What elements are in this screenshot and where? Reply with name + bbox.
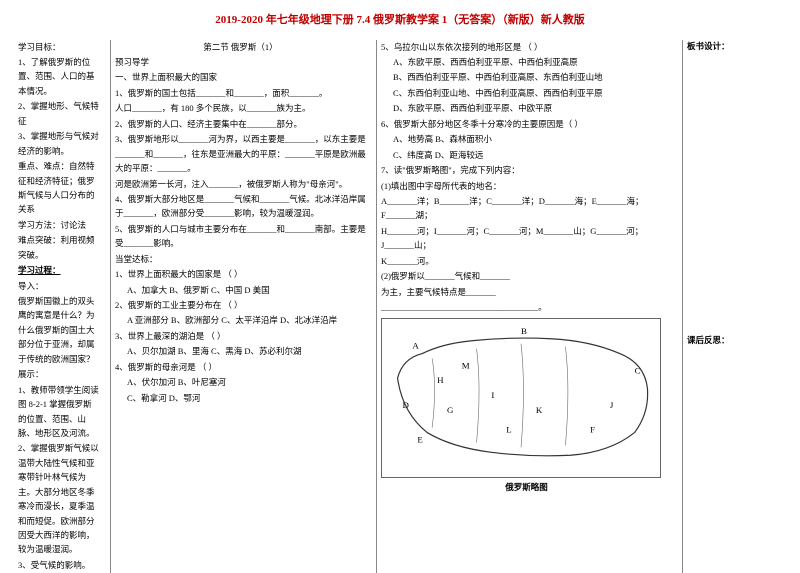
column-content: 第二节 俄罗斯（1） 预习导学 一、世界上面积最大的国家 1、俄罗斯的国土包括_…	[110, 40, 370, 573]
question-option: B、西西伯利亚平原、中西伯利亚高原、东西伯利亚山地	[381, 70, 672, 84]
fill-blank-line: K_______河。	[381, 254, 672, 268]
intro-text: 展示：	[18, 367, 100, 381]
russia-map: A B C D E F G H I J K L M	[381, 318, 661, 478]
fill-blank-line: 河是欧洲第一长河，注入_______，被俄罗斯人称为"母亲河"。	[115, 177, 366, 191]
heading-objectives: 学习目标：	[18, 40, 100, 54]
fill-blank-line: 5、俄罗斯的人口与城市主要分布在_______和_______南部。主要是受__…	[115, 222, 366, 251]
map-river	[565, 347, 567, 446]
fill-blank-line: A_______洋；B_______洋；C_______洋；D_______海；…	[381, 194, 672, 223]
section-header: 第二节 俄罗斯（1）	[115, 40, 366, 54]
board-design-space	[687, 54, 778, 334]
map-label: L	[506, 425, 511, 435]
question: 2、俄罗斯的工业主要分布在 （ ）	[115, 298, 366, 312]
map-label: K	[536, 405, 543, 415]
intro-text: 1、教师带领学生阅读图 8-2-1 掌握俄罗斯的位置、范围、山脉、地形区及河流。	[18, 383, 100, 441]
map-caption: 俄罗斯略图	[381, 480, 672, 494]
map-river	[432, 359, 434, 428]
document-title: 2019-2020 年七年级地理下册 7.4 俄罗斯教学案 1（无答案）（新版）…	[18, 12, 782, 30]
obj-item: 3、掌握地形与气候对经济的影响。	[18, 129, 100, 158]
fill-blank-line: 1、俄罗斯的国土包括_______和_______，面积_______。	[115, 86, 366, 100]
map-label: I	[491, 390, 494, 400]
map-label: E	[417, 435, 422, 445]
question-option: D、东欧平原、西西伯利亚平原、中欧平原	[381, 101, 672, 115]
question: 4、俄罗斯的母亲河是 （ ）	[115, 360, 366, 374]
fill-blank-line: _____________________________________。	[381, 300, 672, 314]
preview-heading: 预习导学	[115, 55, 366, 69]
fill-blank-line: 3、俄罗斯地形以_______河为界，以西主要是_______，以东主要是___…	[115, 132, 366, 175]
quiz-heading: 当堂达标：	[115, 252, 366, 266]
map-label: J	[610, 400, 614, 410]
fill-blank-line: H_______河；I_______河；C_______河；M_______山；…	[381, 224, 672, 253]
map-river	[521, 344, 523, 448]
question-option: A、地势高 B、森林面积小	[381, 132, 672, 146]
column-questions: 5、乌拉尔山以东依次接列的地形区是 （ ） A、东欧平原、西西伯利亚平原、中西伯…	[376, 40, 676, 573]
section-1-heading: 一、世界上面积最大的国家	[115, 70, 366, 84]
map-label: A	[412, 341, 419, 351]
intro-text: 2、掌握俄罗斯气候以温带大陆性气候和亚寒带针叶林气候为主。大部分地区冬季寒冷而漫…	[18, 441, 100, 557]
obj-item: 学习方法：讨论法	[18, 218, 100, 232]
question: 3、世界上最深的湖泊是 （ ）	[115, 329, 366, 343]
board-design-heading: 板书设计：	[687, 40, 778, 54]
obj-item: 重点、难点：自然特征和经济特征；俄罗斯气候与人口分布的关系	[18, 159, 100, 217]
question-option: A、东欧平原、西西伯利亚平原、中西伯利亚高原	[381, 55, 672, 69]
page: 2019-2020 年七年级地理下册 7.4 俄罗斯教学案 1（无答案）（新版）…	[0, 0, 800, 566]
map-label: D	[403, 400, 410, 410]
question-options: A 亚洲部分 B、欧洲部分 C、太平洋沿岸 D、北冰洋沿岸	[115, 313, 366, 327]
fill-blank-line: 2、俄罗斯的人口、经济主要集中在_______部分。	[115, 117, 366, 131]
obj-item: 1、了解俄罗斯的位置、范围、人口的基本情况。	[18, 55, 100, 98]
fill-blank-line: 为主，主要气候特点是_______	[381, 285, 672, 299]
map-label: C	[635, 366, 641, 376]
map-label: F	[590, 425, 595, 435]
reflection-heading: 课后反思：	[687, 334, 778, 348]
map-outline	[398, 339, 648, 457]
question-options: C、勒拿河 D、鄂河	[115, 391, 366, 405]
sub-question: (1)填出图中字母所代表的地名：	[381, 179, 672, 193]
map-label: G	[447, 405, 454, 415]
question-options: A、贝尔加湖 B、里海 C、黑海 D、苏必利尔湖	[115, 344, 366, 358]
fill-blank-line: 4、俄罗斯大部分地区是_______气候和_______气候。北冰洋沿岸属于__…	[115, 192, 366, 221]
columns: 学习目标： 1、了解俄罗斯的位置、范围、人口的基本情况。 2、掌握地形、气候特征…	[18, 40, 782, 573]
question-options: A、伏尔加河 B、叶尼塞河	[115, 375, 366, 389]
question: 6、俄罗斯大部分地区冬季十分寒冷的主要原因是（ ）	[381, 117, 672, 131]
map-svg: A B C D E F G H I J K L M	[382, 319, 660, 477]
fill-blank-line: 人口_______，有 180 多个民族，以_______族为主。	[115, 101, 366, 115]
question: 5、乌拉尔山以东依次接列的地形区是 （ ）	[381, 40, 672, 54]
obj-item: 难点突破：利用视频突破。	[18, 233, 100, 262]
map-river	[477, 349, 479, 443]
question: 1、世界上面积最大的国家是 （ ）	[115, 267, 366, 281]
column-objectives: 学习目标： 1、了解俄罗斯的位置、范围、人口的基本情况。 2、掌握地形、气候特征…	[18, 40, 104, 573]
map-label: H	[437, 376, 444, 386]
intro-text: 导入：	[18, 279, 100, 293]
sub-question: (2)俄罗斯以_______气候和_______	[381, 269, 672, 283]
column-notes: 板书设计： 课后反思：	[682, 40, 782, 573]
heading-process: 学习过程：	[18, 263, 100, 277]
question-options: A、加拿大 B、俄罗斯 C、中国 D 美国	[115, 283, 366, 297]
question: 7、读"俄罗斯略图"，完成下列内容：	[381, 163, 672, 177]
intro-text: 俄罗斯国徽上的双头鹰的寓意是什么？为什么俄罗斯的国土大部分位于亚洲，却属于传统的…	[18, 294, 100, 366]
question-option: C、东西伯利亚山地、中西伯利亚高原、西西伯利亚平原	[381, 86, 672, 100]
question-option: C、纬度高 D、距海较远	[381, 148, 672, 162]
map-label: M	[462, 361, 470, 371]
intro-text: 3、受气候的影响。	[18, 558, 100, 572]
map-label: B	[521, 326, 527, 336]
obj-item: 2、掌握地形、气候特征	[18, 99, 100, 128]
